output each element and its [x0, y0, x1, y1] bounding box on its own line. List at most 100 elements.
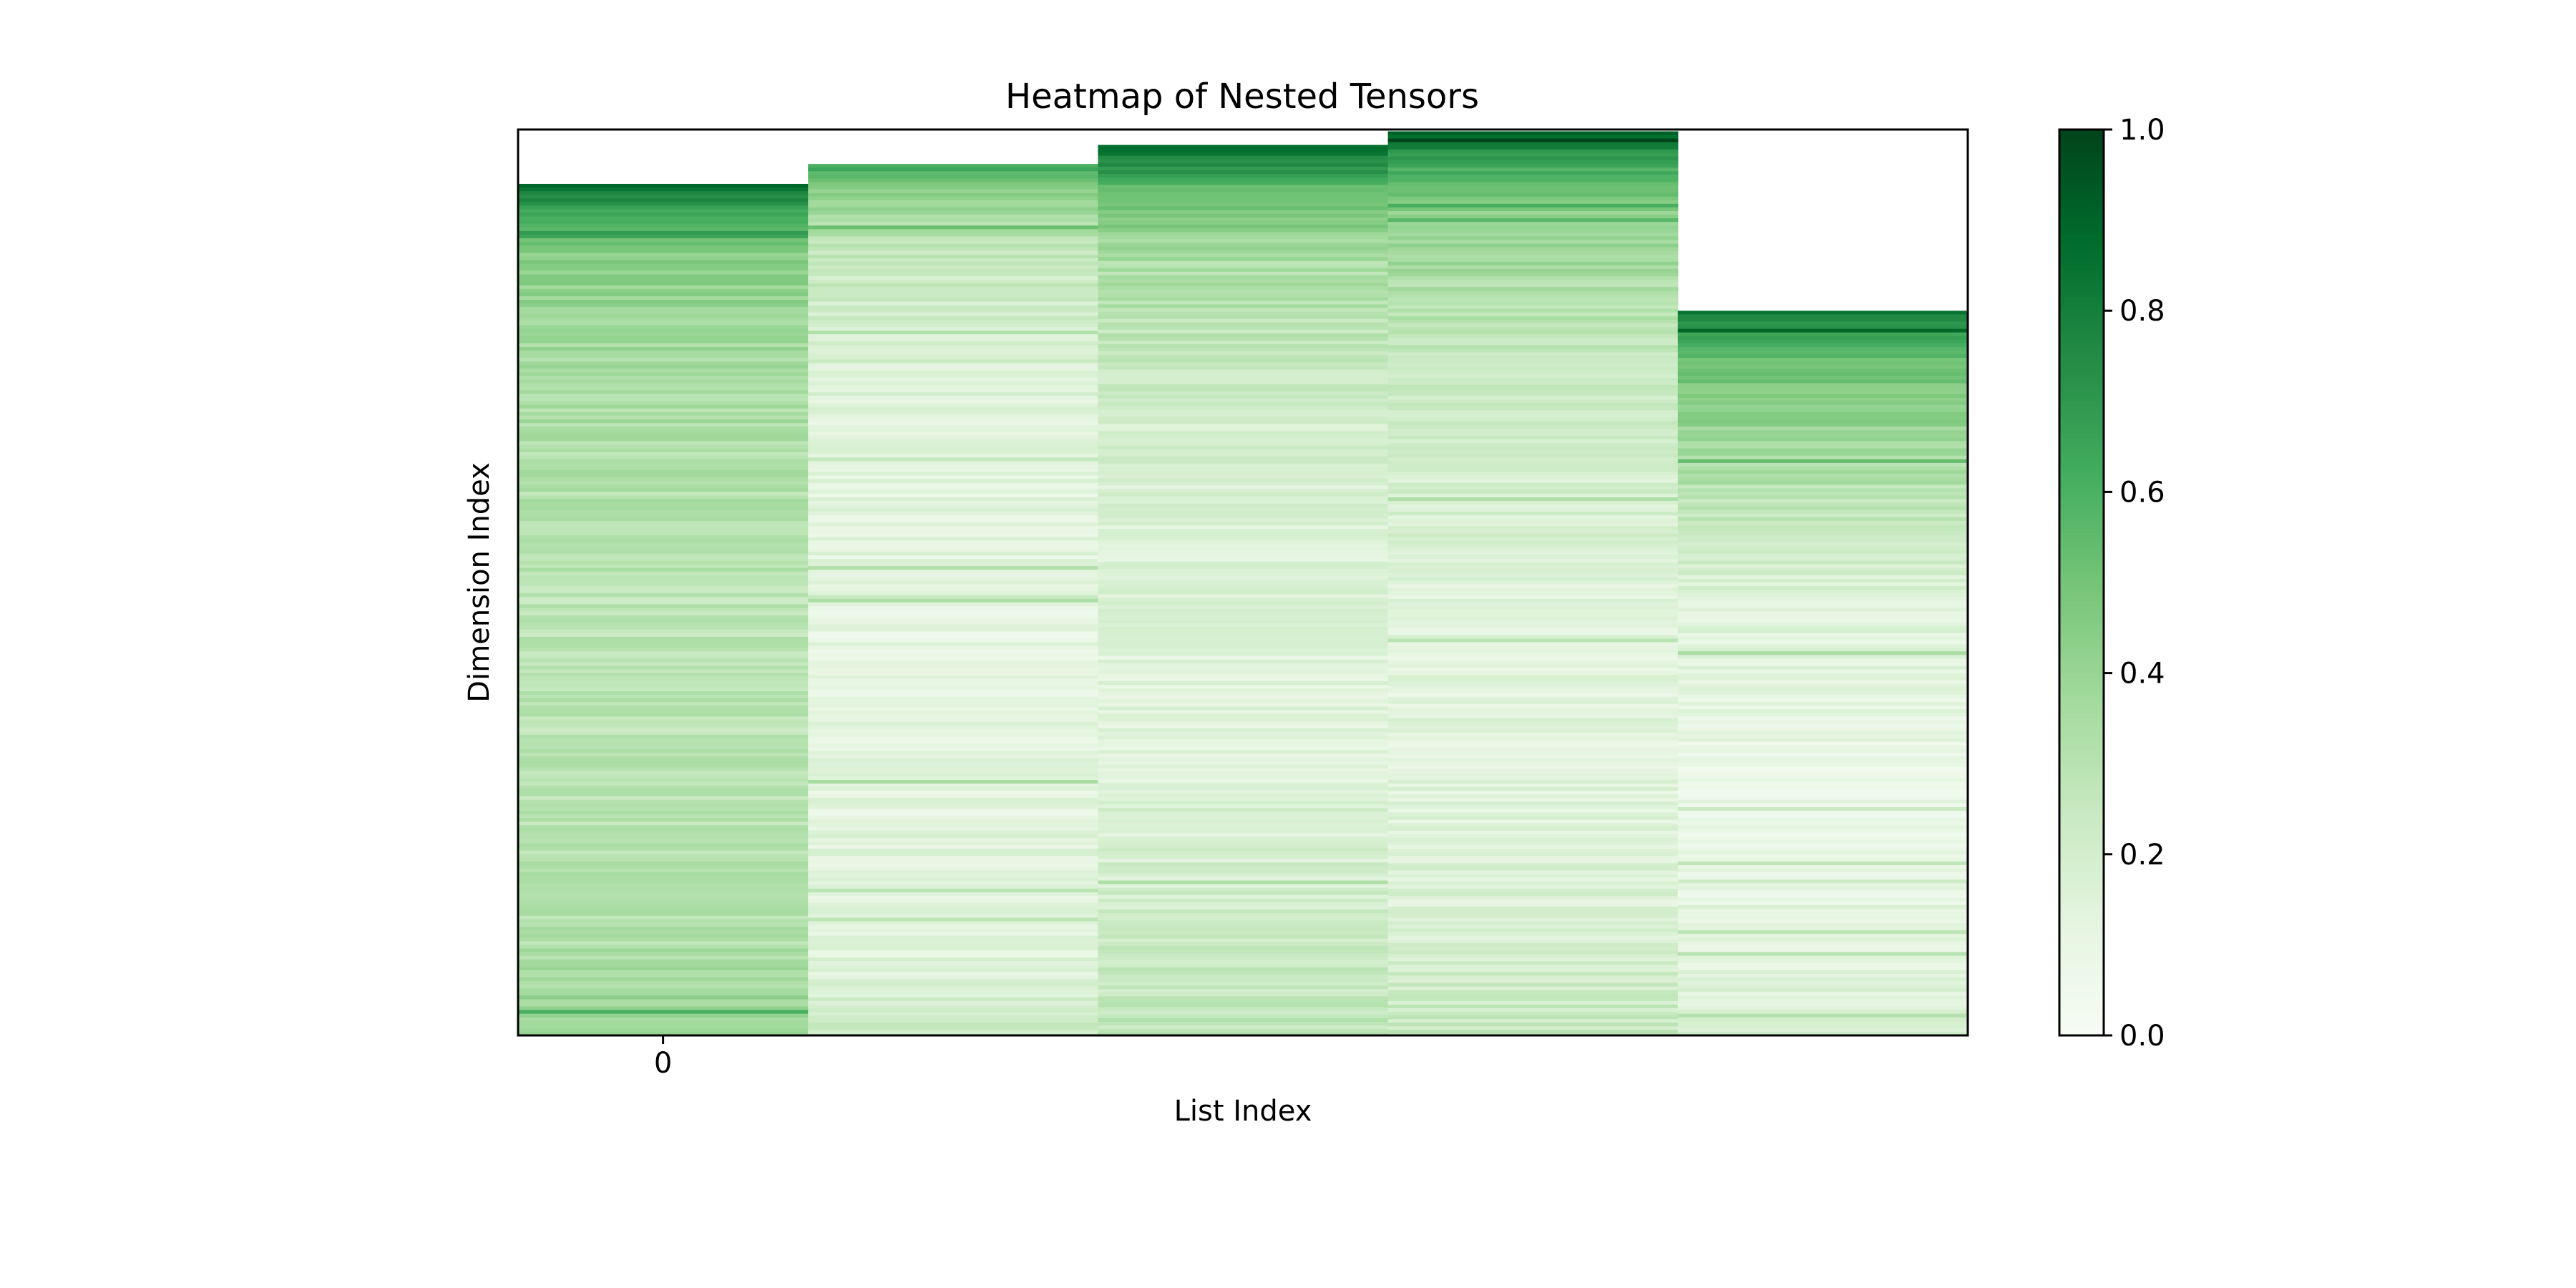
heatmap-cell — [1098, 952, 1389, 957]
colorbar-segment — [2059, 691, 2104, 696]
heatmap-cell — [1387, 323, 1679, 328]
heatmap-cell — [518, 267, 809, 272]
plot-frame — [517, 128, 1969, 1037]
heatmap-cell — [1098, 786, 1389, 791]
heatmap-cell — [518, 524, 809, 529]
heatmap-cell — [1387, 435, 1679, 440]
heatmap-cell — [1387, 508, 1679, 512]
colorbar-segment — [2059, 962, 2104, 968]
heatmap-cell — [1677, 611, 1968, 616]
heatmap-cell — [1677, 713, 1968, 717]
heatmap-cell — [1098, 413, 1389, 417]
heatmap-cell — [808, 714, 1098, 719]
heatmap-cell — [1387, 838, 1679, 842]
heatmap-cell — [1098, 518, 1389, 522]
heatmap-cell — [1677, 401, 1968, 406]
heatmap-cell — [1677, 597, 1968, 601]
heatmap-cell — [1387, 867, 1679, 872]
heatmap-cell — [1387, 185, 1679, 190]
heatmap-cell — [808, 649, 1098, 654]
heatmap-cell — [1387, 145, 1679, 150]
heatmap-cell — [1677, 811, 1968, 815]
heatmap-cell — [1098, 692, 1389, 696]
heatmap-cell — [1098, 239, 1389, 243]
heatmap-cell — [1387, 758, 1679, 763]
colorbar-segment — [2059, 840, 2104, 846]
heatmap-cell — [1677, 524, 1968, 529]
heatmap-cell — [1098, 735, 1389, 740]
heatmap-cell — [518, 818, 809, 822]
heatmap-cell — [1387, 794, 1679, 799]
heatmap-cell — [808, 747, 1098, 752]
heatmap-cell — [808, 917, 1098, 922]
heatmap-cell — [808, 939, 1098, 944]
heatmap-cell — [1098, 869, 1389, 874]
heatmap-cell — [808, 892, 1098, 897]
heatmap-cell — [1677, 358, 1968, 362]
heatmap-cell — [1677, 876, 1968, 880]
heatmap-cell — [518, 459, 809, 464]
x-tick-label: 0 — [654, 1047, 672, 1080]
colorbar-segment — [2059, 346, 2104, 352]
heatmap-cell — [1098, 467, 1389, 472]
heatmap-cell — [1387, 356, 1679, 361]
colorbar-segment — [2059, 206, 2104, 212]
heatmap-cell — [1098, 880, 1389, 885]
heatmap-cell — [1387, 135, 1679, 140]
heatmap-cell — [1098, 829, 1389, 834]
heatmap-cell — [1098, 213, 1389, 218]
heatmap-cell — [1098, 641, 1389, 645]
heatmap-cell — [518, 314, 809, 318]
heatmap-cell — [1677, 1017, 1968, 1022]
heatmap-cell — [518, 727, 809, 732]
colorbar-segment — [2059, 686, 2104, 692]
heatmap-cell — [1387, 479, 1679, 484]
heatmap-cell — [1677, 806, 1968, 811]
heatmap-cell — [1387, 352, 1679, 357]
heatmap-cell — [1677, 346, 1968, 351]
heatmap-cell — [808, 700, 1098, 705]
heatmap-cell — [518, 307, 809, 311]
heatmap-cell — [1677, 861, 1968, 866]
heatmap-cell — [518, 629, 809, 634]
heatmap-cell — [1677, 492, 1968, 497]
colorbar-segment — [2059, 315, 2104, 321]
heatmap-cell — [1387, 856, 1679, 860]
heatmap-cell — [518, 288, 809, 293]
heatmap-cell — [1387, 754, 1679, 759]
heatmap-cell — [518, 411, 809, 416]
heatmap-cell — [1677, 608, 1968, 613]
heatmap-cell — [1098, 826, 1389, 831]
colorbar-segment — [2059, 614, 2104, 620]
heatmap-cell — [518, 202, 809, 206]
heatmap-cell — [1387, 243, 1679, 248]
heatmap-cell — [518, 336, 809, 341]
heatmap-cell — [808, 363, 1098, 368]
colorbar-segment — [2059, 469, 2104, 474]
heatmap-cell — [1098, 336, 1389, 341]
heatmap-cell — [1098, 891, 1389, 896]
heatmap-cell — [1677, 644, 1968, 648]
heatmap-cell — [518, 339, 809, 344]
heatmap-cell — [1098, 967, 1389, 972]
heatmap-cell — [1387, 638, 1679, 643]
heatmap-cell — [1387, 559, 1679, 563]
colorbar-segment — [2059, 809, 2104, 814]
heatmap-cell — [518, 492, 809, 497]
colorbar-segment — [2059, 550, 2104, 556]
heatmap-cell — [1677, 332, 1968, 337]
heatmap-cell — [1098, 532, 1389, 537]
heatmap-cell — [1677, 706, 1968, 710]
heatmap-cell — [1387, 823, 1679, 828]
heatmap-cell — [1677, 789, 1968, 794]
heatmap-cell — [1387, 631, 1679, 636]
heatmap-cell — [1098, 590, 1389, 595]
heatmap-cell — [1098, 670, 1389, 675]
colorbar: 0.0 0.2 0.4 0.6 0.8 1.0 — [2058, 114, 2165, 1053]
heatmap-cell — [1387, 229, 1679, 233]
heatmap-cell — [518, 195, 809, 199]
colorbar-segment — [2059, 949, 2104, 955]
heatmap-cell — [518, 763, 809, 768]
heatmap-cell — [808, 294, 1098, 299]
